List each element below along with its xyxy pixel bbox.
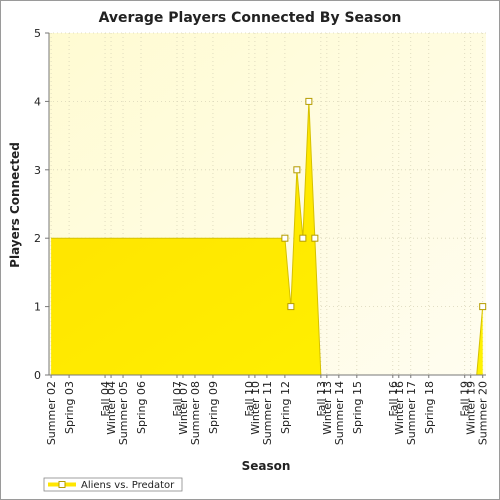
x-tick-label: Fall 07 (171, 381, 184, 417)
x-tick-label: Spring 15 (351, 381, 364, 434)
x-tick-label: Summer 08 (189, 381, 202, 445)
y-tick-label: 3 (34, 164, 41, 177)
legend-marker (58, 481, 66, 488)
x-tick-label: Winter 04 (105, 381, 118, 435)
y-tick-label: 1 (34, 301, 41, 314)
x-tick-label: Fall 10 (243, 381, 256, 417)
y-tick-label: 0 (34, 369, 41, 382)
data-point-marker (293, 166, 301, 174)
x-tick-label: Fall 16 (387, 381, 400, 417)
y-axis-title: Players Connected (8, 142, 22, 268)
x-tick-label: Spring 09 (207, 381, 220, 434)
y-tick-label: 4 (34, 95, 41, 108)
x-tick-label: Fall 19 (459, 381, 472, 417)
x-tick-label: Fall 04 (99, 381, 112, 417)
data-point-marker (287, 303, 295, 311)
data-point-marker (281, 234, 289, 242)
legend: Aliens vs. Predator (43, 477, 183, 492)
x-tick-label: Summer 05 (117, 381, 130, 445)
x-tick-label: Winter 19 (465, 381, 478, 435)
x-tick-label: Spring 18 (423, 381, 436, 434)
data-point-marker (311, 234, 319, 242)
x-tick-label: Summer 14 (333, 381, 346, 445)
y-tick-label: 2 (34, 232, 41, 245)
y-tick-labels: 0 1 2 3 4 5 (34, 27, 49, 382)
x-tick-label: Summer 20 (477, 381, 490, 445)
x-tick-label: Spring 06 (135, 381, 148, 434)
x-tick-label: Spring 12 (279, 381, 292, 434)
x-tick-label: Winter 07 (177, 381, 190, 435)
x-tick-label: Spring 03 (63, 381, 76, 434)
chart-title: Average Players Connected By Season (99, 10, 402, 26)
y-tick-label: 5 (34, 27, 41, 40)
x-tick-label: Winter 13 (321, 381, 334, 435)
x-tick-label: Fall 13 (315, 381, 328, 417)
axes (48, 33, 486, 376)
x-tick-label: Winter 10 (249, 381, 262, 435)
data-point-marker (299, 234, 307, 242)
x-tick-label: Winter 16 (393, 381, 406, 435)
legend-box (43, 477, 183, 492)
data-point-marker (305, 97, 313, 105)
legend-label: Aliens vs. Predator (81, 480, 175, 491)
x-tick-label: Summer 17 (405, 381, 418, 445)
x-tick-label: Summer 11 (261, 381, 274, 445)
x-tick-label: Summer 02 (45, 381, 58, 445)
data-point-marker (479, 303, 487, 311)
series-markers (281, 97, 487, 311)
x-axis-title: Season (242, 459, 291, 473)
